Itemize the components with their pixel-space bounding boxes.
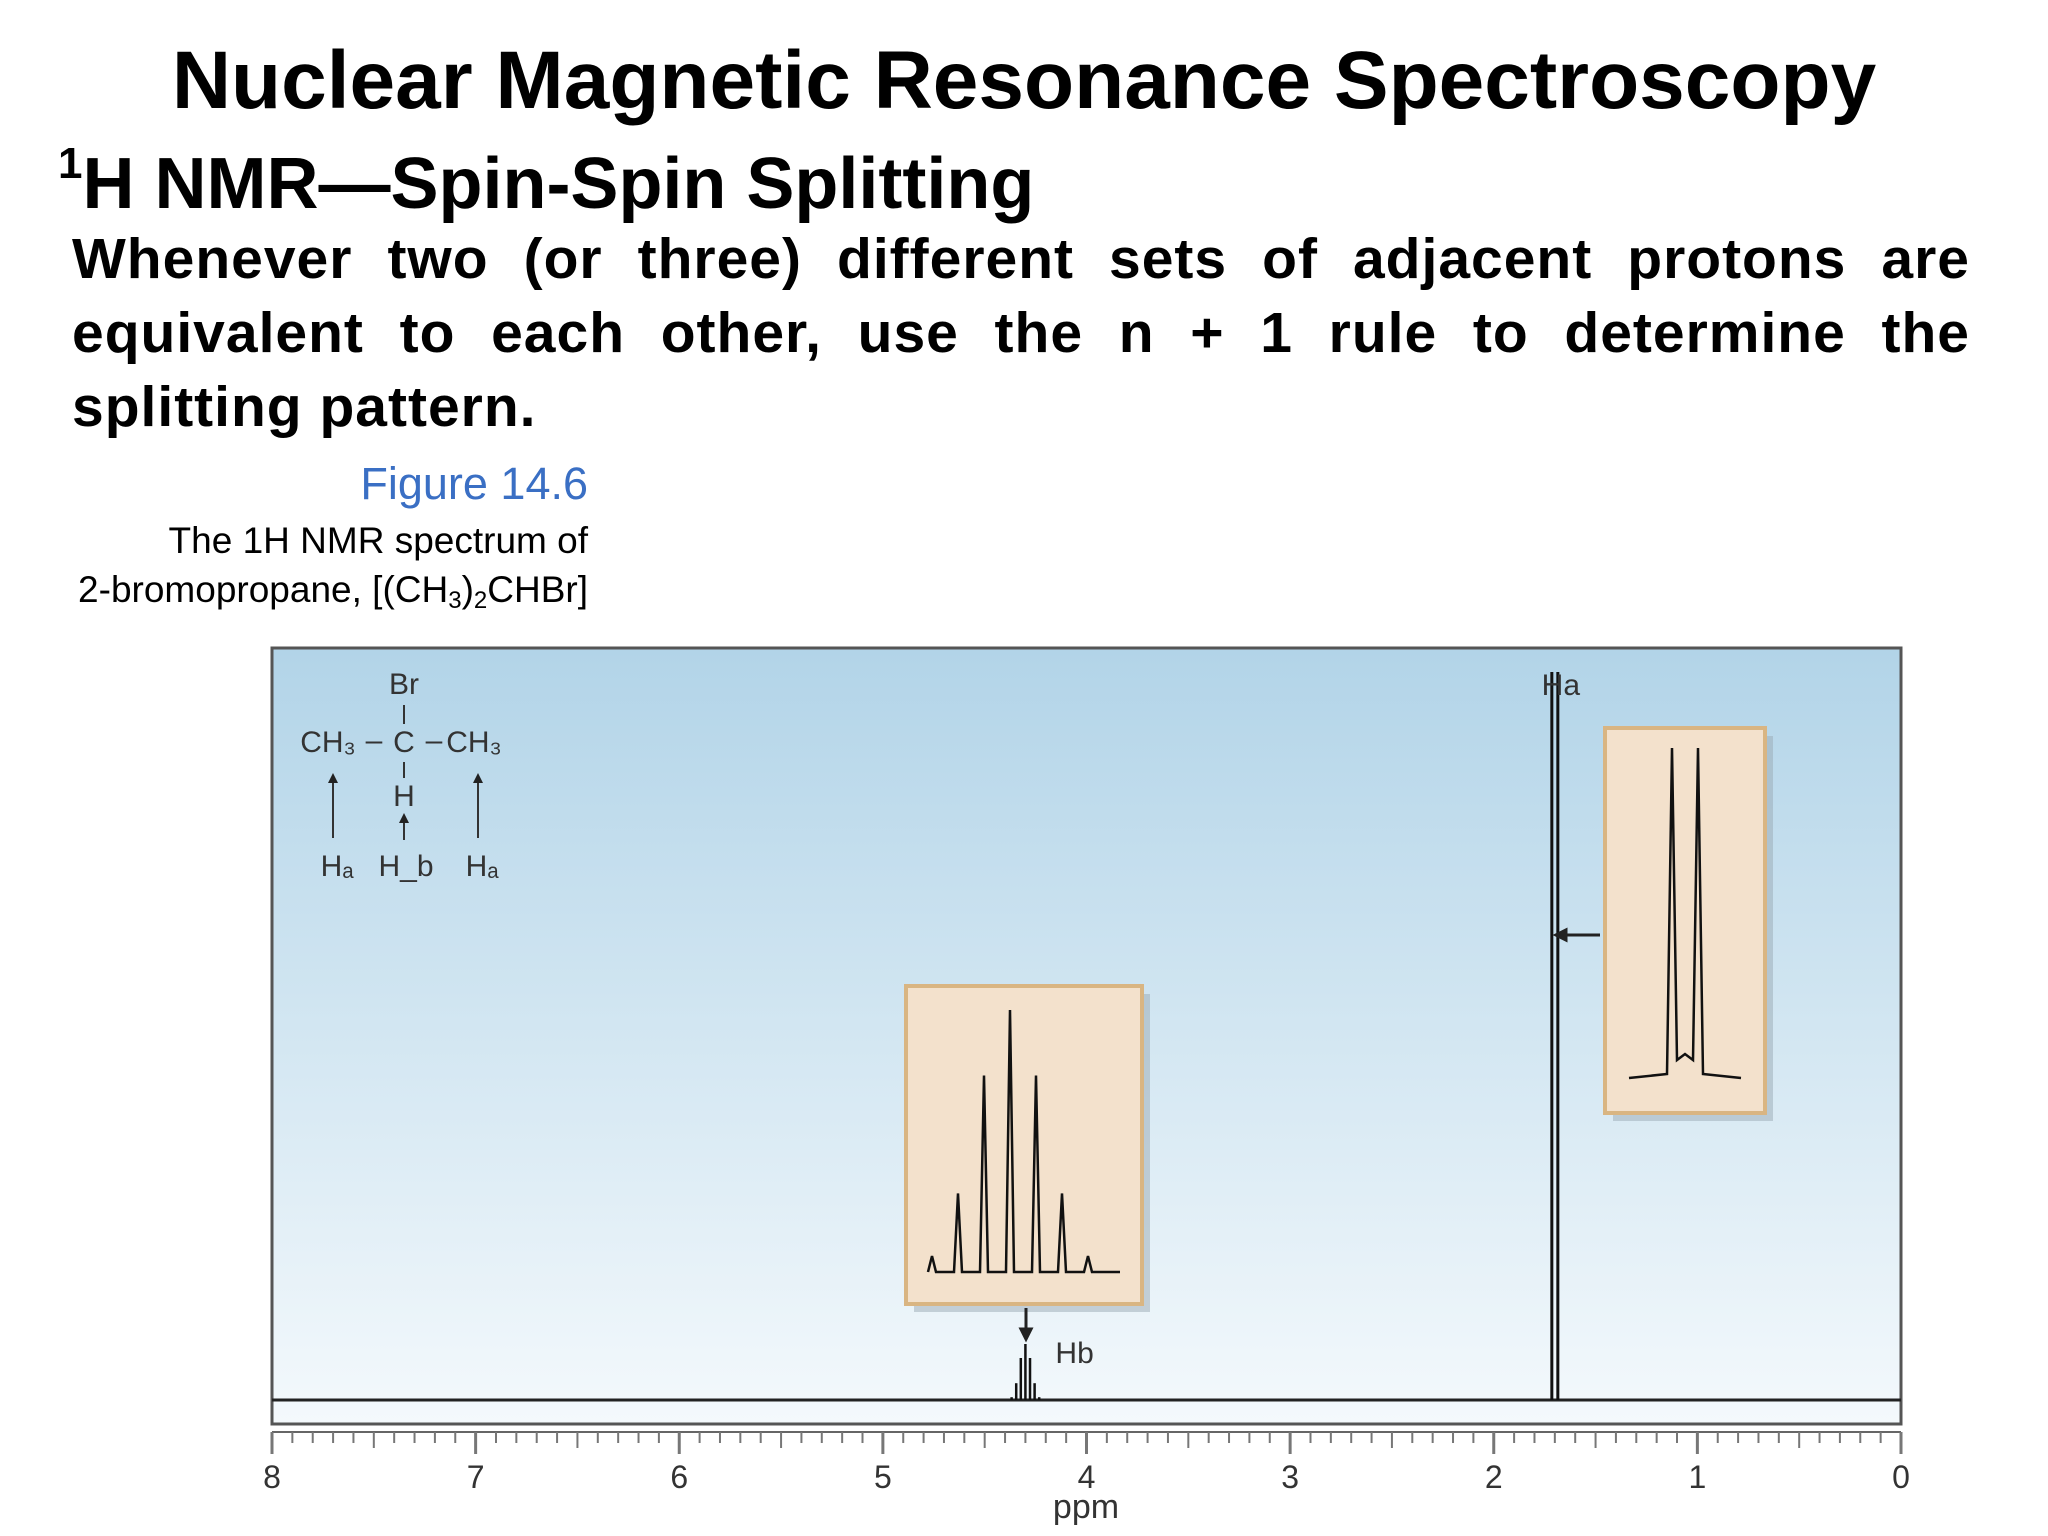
peak-label-ha: Ha [1542,669,1581,702]
slide-body-text: Whenever two (or three) different sets o… [72,227,1970,439]
figure-caption-line-2: 2-bromopropane, [(CH3)2CHBr] [78,569,588,614]
x-tick-label: 7 [467,1459,485,1495]
x-axis-label: ppm [1053,1488,1119,1526]
inset-ha-box [1603,726,1767,1115]
peak-label-hb: Hb [1055,1337,1093,1370]
struct-h: H [393,780,415,813]
molecule-structure: Br CH₃ – C – CH₃ H Hₐ H_b Hₐ [300,668,502,883]
figure-caption-line-1: The 1H NMR spectrum of [168,520,588,561]
struct-center-c: C [393,726,415,759]
struct-label-ha-right: Hₐ [466,850,500,883]
x-tick-label: 4 [1078,1459,1096,1495]
subtitle-superscript: 1 [58,139,83,188]
struct-left-ch3: CH₃ [300,726,356,759]
struct-label-ha-left: Hₐ [321,850,355,883]
x-tick-label: 5 [874,1459,892,1495]
x-tick-label: 6 [670,1459,688,1495]
x-tick-label: 0 [1892,1459,1910,1495]
inset-hb-box [904,984,1144,1306]
struct-bond-right: – [426,724,443,757]
x-tick-label: 1 [1688,1459,1706,1495]
x-tick-label: 3 [1281,1459,1299,1495]
inset-ha-trace [1628,747,1742,1080]
figure-label: Figure 14.6 [360,458,588,509]
inset-hb-trace [926,1009,1120,1274]
slide-subtitle: 1H NMR—Spin-Spin Splitting [58,139,1035,224]
x-tick-label: 8 [263,1459,281,1495]
subtitle-text: H NMR—Spin-Spin Splitting [82,144,1035,224]
struct-bond-left: – [366,724,383,757]
x-tick-label: 2 [1485,1459,1503,1495]
struct-label-hb: H_b [378,850,433,883]
figure-caption: The 1H NMR spectrum of 2-bromopropane, [… [78,516,588,625]
slide-title: Nuclear Magnetic Resonance Spectroscopy [171,35,1877,126]
struct-br: Br [389,668,419,701]
struct-right-ch3: CH₃ [446,726,502,759]
